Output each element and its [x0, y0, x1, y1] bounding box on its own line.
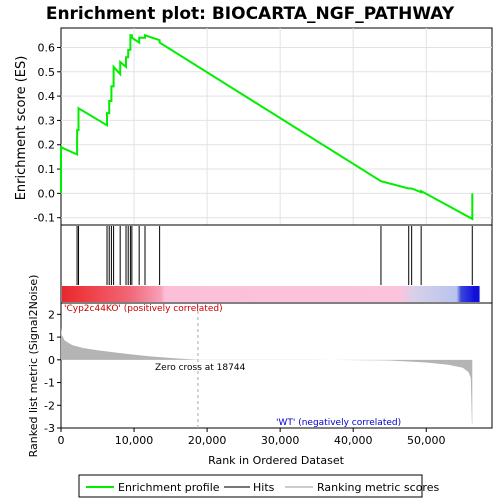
legend-metric-label: Ranking metric scores [317, 481, 439, 494]
metric-panel [60, 302, 493, 429]
legend-box [78, 474, 423, 498]
metric-x-tick-label: 10,000 [115, 434, 154, 447]
metric-y-tick-label: 2 [48, 308, 55, 321]
es-y-tick-label: 0.5 [38, 66, 56, 79]
metric-y-tick-label: -2 [44, 399, 55, 412]
enrichment-y-ticks: -0.1 0.0 0.1 0.2 0.3 0.4 0.5 0.6 [34, 41, 61, 225]
enrichment-gridlines [61, 28, 492, 225]
hit-markers [60, 226, 473, 285]
legend-hits-label: Hits [253, 481, 275, 494]
es-y-tick-label: 0.2 [38, 139, 56, 152]
metric-x-tick-label: 20,000 [188, 434, 227, 447]
es-y-tick-label: -0.1 [34, 212, 55, 225]
legend-enrichment-label: Enrichment profile [118, 481, 220, 494]
metric-x-tick-label: 50,000 [407, 434, 446, 447]
metric-y-axis-label: Ranked list metric (Signal2Noise) [27, 275, 40, 458]
metric-y-tick-label: 1 [48, 331, 55, 344]
metric-y-tick-label: -3 [44, 422, 55, 435]
metric-x-axis-label: Rank in Ordered Dataset [208, 454, 345, 467]
metric-y-tick-label: -1 [44, 377, 55, 390]
positive-correlation-label: 'Cyp2c44KO' (positively correlated) [64, 304, 223, 314]
es-y-tick-label: 0.0 [38, 187, 56, 200]
negative-correlation-label: 'WT' (negatively correlated) [276, 418, 401, 428]
metric-x-tick-label: 30,000 [261, 434, 300, 447]
metric-x-tick-label: 40,000 [334, 434, 373, 447]
rank-color-bar [62, 286, 491, 302]
es-y-tick-label: 0.6 [38, 41, 56, 54]
es-y-tick-label: 0.4 [38, 90, 56, 103]
metric-x-ticks: 0 10,000 20,000 30,000 40,000 50,000 [58, 428, 446, 447]
metric-y-tick-label: 0 [48, 354, 55, 367]
metric-x-tick-label: 0 [58, 434, 65, 447]
zero-cross-label: Zero cross at 18744 [155, 363, 246, 373]
es-y-tick-label: 0.1 [38, 163, 56, 176]
enrichment-y-axis-label: Enrichment score (ES) [14, 56, 29, 201]
chart-title: Enrichment plot: BIOCARTA_NGF_PATHWAY [46, 4, 455, 24]
enrichment-profile-line [60, 33, 474, 221]
metric-y-ticks: -3 -2 -1 0 1 2 [44, 308, 61, 435]
es-y-tick-label: 0.3 [38, 114, 56, 127]
